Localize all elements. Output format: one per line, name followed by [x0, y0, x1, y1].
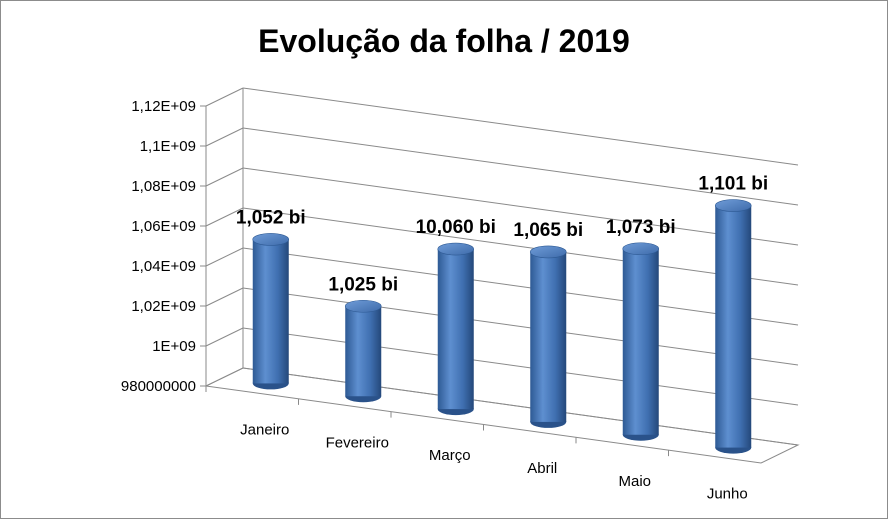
data-label: 1,065 bi: [513, 220, 583, 241]
y-tick-label: 1,02E+09: [131, 298, 196, 315]
x-tick-label: Abril: [527, 460, 557, 477]
x-axis-labels: Janeiro Fevereiro Março Abril Maio Junho: [205, 386, 748, 503]
y-tick-label: 1,06E+09: [131, 218, 196, 235]
x-tick-label: Maio: [618, 473, 651, 490]
chart-title: Evolução da folha / 2019: [258, 23, 630, 59]
bar-janeiro: [252, 233, 290, 390]
bar-body: [530, 251, 567, 422]
gridline: [242, 207, 799, 286]
side-gridline: [205, 207, 244, 227]
y-tick-label: 1,12E+09: [131, 98, 196, 115]
bar-body: [622, 248, 659, 435]
side-gridline: [205, 87, 244, 107]
y-axis-ticks: 980000000 1E+09 1,02E+09 1,04E+09 1,06E+09 1,…: [121, 98, 206, 395]
y-tick-label: 1E+09: [152, 338, 196, 355]
bar-body: [437, 249, 474, 410]
bar-cap: [437, 242, 475, 256]
bar-cap: [529, 245, 567, 259]
gridline: [242, 127, 799, 206]
data-labels: 1,052 bi 1,025 bi 10,060 bi 1,065 bi 1,073 b…: [236, 174, 768, 296]
bar-abril: [529, 245, 567, 428]
data-label: 1,052 bi: [236, 207, 306, 228]
side-gridline: [205, 247, 244, 267]
axes: [204, 87, 800, 464]
x-tick-label: Janeiro: [240, 421, 289, 438]
bar-body: [715, 205, 752, 448]
y-tick-label: 1,1E+09: [140, 138, 196, 155]
gridline: [242, 327, 799, 406]
side-gridline: [205, 167, 244, 187]
y-tick-label: 1,08E+09: [131, 178, 196, 195]
bar-junho: [714, 199, 752, 454]
gridline: [242, 287, 799, 366]
data-label: 1,025 bi: [328, 274, 398, 295]
side-gridline: [205, 127, 244, 147]
x-tick-label: Fevereiro: [326, 434, 389, 451]
bar-fevereiro: [344, 299, 382, 403]
side-gridline: [205, 327, 244, 347]
bar-cap: [622, 242, 660, 256]
y-tick-label: 980000000: [121, 378, 196, 395]
bar-cap: [252, 233, 290, 246]
x-tick-label: Junho: [707, 486, 748, 503]
side-gridline: [205, 287, 244, 307]
gridline: [242, 167, 799, 246]
bar-cap: [714, 199, 752, 212]
data-label: 1,101 bi: [698, 174, 768, 195]
bar-cap: [344, 299, 382, 313]
bar-body: [345, 306, 382, 397]
bar-março: [437, 242, 475, 416]
gridline: [242, 247, 799, 326]
gridline: [242, 87, 799, 166]
bar-body: [252, 239, 289, 384]
bars: [252, 199, 752, 454]
x-tick-label: Março: [429, 447, 471, 464]
data-label: 1,073 bi: [606, 217, 676, 238]
bar-maio: [622, 242, 660, 441]
y-tick-label: 1,04E+09: [131, 258, 196, 275]
floor: [204, 367, 800, 464]
data-label: 10,060 bi: [416, 217, 496, 238]
